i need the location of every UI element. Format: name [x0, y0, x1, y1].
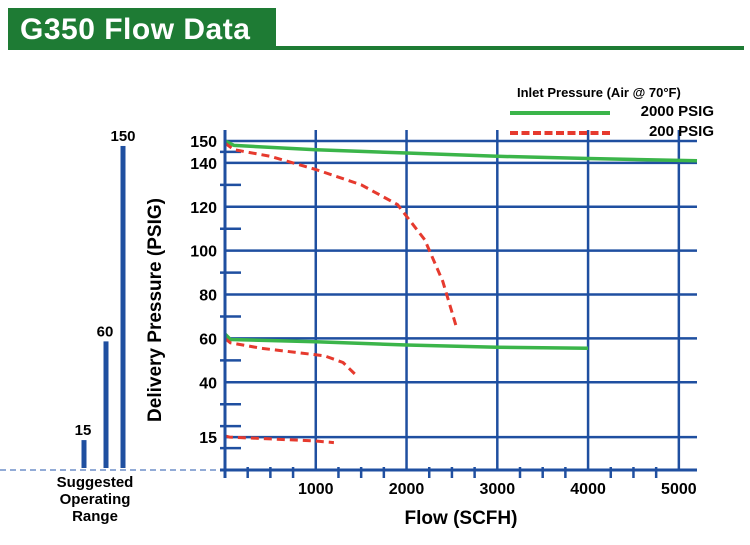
series-line-2000-psig [223, 332, 589, 351]
range-bar-label: 15 [75, 422, 92, 439]
legend-label: 2000 PSIG [640, 103, 714, 120]
chart-series [223, 139, 698, 445]
y-tick-label: 15 [199, 430, 217, 447]
x-tick-label: 1000 [298, 481, 334, 498]
legend-item-200-psig: 200 PSIG [510, 123, 720, 140]
chart-grid [220, 130, 697, 478]
operating-range-caption: Suggested Operating Range [56, 474, 134, 525]
x-tick-label: 5000 [661, 481, 697, 498]
legend-label: 200 PSIG [648, 123, 714, 140]
x-axis-label: Flow (SCFH) [405, 508, 518, 529]
range-bar-label: 150 [110, 128, 135, 145]
y-tick-label: 150 [190, 134, 217, 151]
chart-axes: 15 40 60 80 100 120 140 150 1000 2000 3000 4000 5000… [145, 130, 697, 529]
series-line-200-psig [224, 337, 358, 377]
series-line-200-psig [224, 141, 458, 328]
series-line-200-psig [224, 434, 335, 445]
range-bar-15 [81, 440, 87, 468]
title-underline [8, 46, 744, 50]
y-tick-label: 140 [190, 156, 217, 173]
legend-item-2000-psig: 2000 PSIG [510, 103, 720, 120]
page-title: G350 Flow Data [20, 13, 251, 46]
legend-swatch-dashed [510, 131, 610, 135]
range-bar-label: 60 [97, 323, 114, 340]
x-tick-label: 4000 [570, 481, 606, 498]
legend-swatch-solid [510, 111, 610, 115]
y-tick-label: 120 [190, 200, 217, 217]
y-tick-label: 60 [199, 331, 217, 348]
x-tick-label: 3000 [480, 481, 516, 498]
range-bar-60 [103, 341, 109, 468]
operating-range-bars: 15 60 150 [0, 128, 225, 471]
y-tick-label: 80 [199, 288, 217, 305]
y-tick-label: 100 [190, 244, 217, 261]
title-banner: G350 Flow Data [8, 8, 276, 50]
y-tick-label: 40 [199, 375, 217, 392]
y-axis-label: Delivery Pressure (PSIG) [145, 198, 166, 422]
series-line-2000-psig [224, 139, 698, 163]
legend-title: Inlet Pressure (Air @ 70°F) [517, 85, 681, 100]
range-bar-150 [120, 145, 126, 468]
header: G350 Flow Data [0, 0, 750, 55]
x-tick-label: 2000 [389, 481, 425, 498]
